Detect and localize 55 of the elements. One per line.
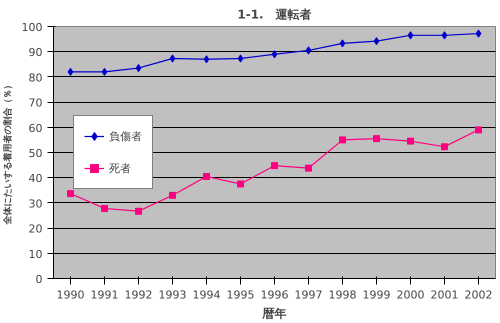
point [203, 172, 210, 180]
point [374, 37, 380, 46]
y-tick-label: 80 [28, 71, 43, 84]
x-tick-label: 1993 [158, 288, 187, 302]
x-tick-label: 1990 [56, 288, 85, 302]
point [272, 50, 278, 58]
x-tick-label: 2001 [430, 288, 459, 302]
point [170, 54, 176, 63]
y-axis-title: 全体にたいする着用者の割合（％） [2, 80, 14, 226]
point [238, 54, 244, 63]
x-tick-label: 1991 [90, 288, 119, 302]
x-tick-label: 1995 [226, 288, 255, 302]
point [476, 30, 482, 38]
legend-label: 死者 [109, 160, 131, 176]
point [305, 164, 312, 172]
x-tick-label: 1998 [328, 288, 357, 302]
point [204, 55, 210, 64]
y-tick-label: 100 [22, 21, 43, 34]
point [340, 39, 346, 48]
point [408, 31, 414, 40]
point [136, 64, 142, 72]
y-tick-label: 30 [28, 197, 43, 210]
point [169, 192, 176, 199]
x-tick-label: 2002 [464, 288, 493, 302]
y-tick-label: 50 [28, 147, 43, 160]
x-tick-label: 2000 [396, 288, 425, 302]
point [101, 204, 108, 212]
x-tick-label: 1994 [192, 288, 221, 302]
legend-label: 負傷者 [109, 128, 142, 144]
x-tick-label: 1996 [260, 288, 289, 302]
point [475, 126, 482, 134]
point [67, 190, 74, 198]
x-axis-title: 暦年 [262, 306, 286, 320]
y-tick-label: 10 [28, 248, 43, 261]
y-tick-label: 40 [28, 172, 43, 186]
point [339, 136, 346, 144]
point [373, 135, 380, 142]
y-tick-label: 60 [28, 122, 43, 135]
point [441, 143, 448, 150]
y-tick-label: 0 [36, 273, 42, 286]
point [68, 68, 74, 76]
y-tick-label: 20 [28, 222, 43, 236]
x-tick-label: 1997 [294, 288, 323, 302]
y-tick-label: 90 [28, 46, 43, 60]
point [306, 46, 312, 54]
point [442, 31, 448, 40]
point [135, 208, 142, 215]
point [237, 180, 244, 188]
x-tick-label: 1999 [362, 288, 391, 302]
chart-title: 1-1. 運転者 [237, 8, 312, 22]
point [102, 68, 108, 76]
x-tick-label: 1992 [124, 288, 153, 302]
point [407, 138, 414, 145]
point [271, 162, 278, 170]
y-tick-label: 70 [28, 96, 43, 110]
